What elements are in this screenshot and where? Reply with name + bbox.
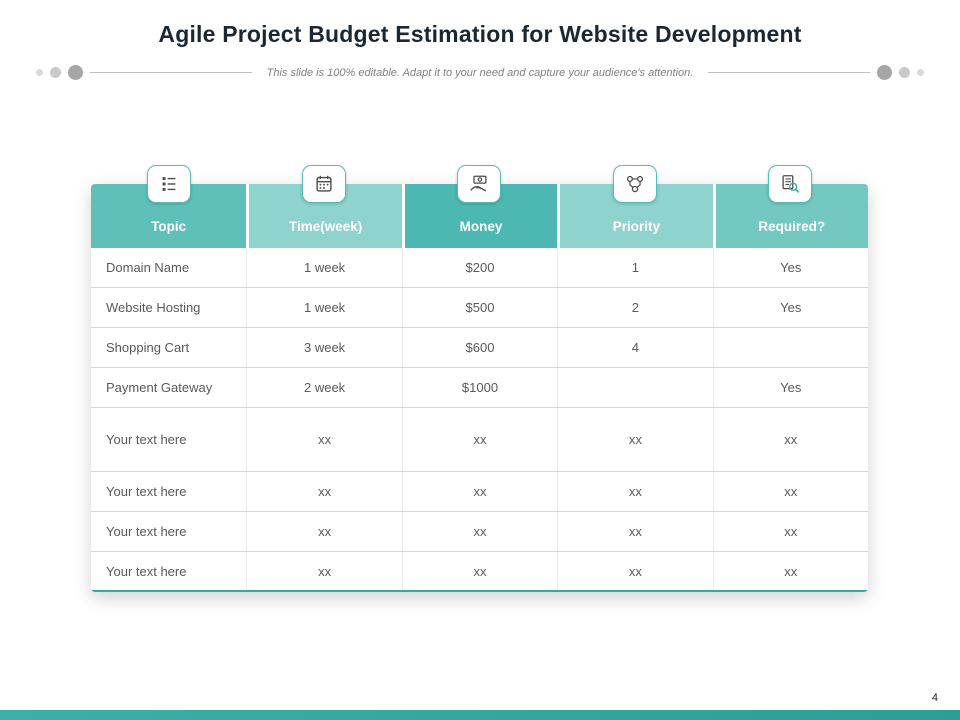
table-row: Domain Name 1 week $200 1 Yes (91, 248, 868, 288)
table-cell: Your text here (106, 563, 187, 579)
search-document-icon (768, 165, 813, 203)
table-cell: Your text here (106, 524, 187, 539)
table-cell: 1 week (246, 288, 401, 327)
list-icon (146, 165, 191, 203)
page-number: 4 (931, 692, 938, 704)
table-cell: xx (401, 512, 557, 551)
divider-line (90, 72, 252, 73)
table-cell: xx (401, 408, 557, 471)
table-cell: Payment Gateway (106, 380, 213, 395)
table-cell: xx (712, 472, 868, 511)
table-cell: $1000 (401, 368, 557, 407)
calendar-icon (302, 165, 347, 203)
deco-dot-medium (899, 67, 910, 78)
table-cell: xx (401, 552, 557, 590)
column-icons-row (91, 165, 868, 203)
table-cell: xx (246, 472, 401, 511)
deco-dot-small (36, 69, 43, 76)
table-cell: xx (246, 552, 401, 590)
table-cell: Website Hosting (106, 300, 201, 315)
table-row: Your text here xx xx xx xx (91, 408, 868, 472)
table-row: Your text here xx xx xx xx (91, 512, 868, 552)
table-row: Shopping Cart 3 week $600 4 (91, 328, 868, 368)
table-cell: 4 (557, 328, 712, 367)
table-cell: 2 week (246, 368, 401, 407)
table-cell: Yes (712, 248, 868, 287)
deco-dot-large (68, 65, 83, 80)
table-card: Topic Time(week) Money Priority Required… (91, 184, 868, 592)
table-row: Payment Gateway 2 week $1000 Yes (91, 368, 868, 408)
slide-subtitle: This slide is 100% editable. Adapt it to… (266, 66, 694, 79)
divider-line (708, 72, 870, 73)
budget-table: Topic Time(week) Money Priority Required… (91, 165, 868, 592)
table-cell: xx (712, 552, 868, 590)
table-cell: xx (557, 408, 712, 471)
table-cell: xx (712, 408, 868, 471)
table-cell: xx (246, 408, 401, 471)
workflow-icon (612, 165, 657, 203)
table-cell: Your text here (106, 432, 187, 447)
table-cell: xx (401, 472, 557, 511)
table-row: Your text here xx xx xx xx (91, 552, 868, 592)
table-cell: xx (246, 512, 401, 551)
table-body: Domain Name 1 week $200 1 Yes Website Ho… (91, 248, 868, 592)
deco-dot-medium (50, 67, 61, 78)
table-cell: $600 (401, 328, 557, 367)
table-cell: 1 week (246, 248, 401, 287)
table-cell: $500 (401, 288, 557, 327)
deco-dot-large (877, 65, 892, 80)
table-cell: Yes (712, 288, 868, 327)
table-cell: 2 (557, 288, 712, 327)
table-cell: Your text here (106, 484, 187, 499)
page-title: Agile Project Budget Estimation for Webs… (158, 21, 802, 47)
table-row: Your text here xx xx xx xx (91, 472, 868, 512)
table-cell: Shopping Cart (106, 340, 190, 355)
money-hand-icon (457, 165, 502, 203)
table-cell: xx (557, 472, 712, 511)
deco-dot-small (917, 69, 924, 76)
table-cell: xx (557, 552, 712, 590)
table-cell: xx (557, 512, 712, 551)
table-cell: xx (712, 512, 868, 551)
subtitle-row: This slide is 100% editable. Adapt it to… (36, 65, 924, 80)
table-cell: 1 (557, 248, 712, 287)
table-cell: Domain Name (106, 260, 190, 275)
table-cell (557, 368, 712, 407)
table-row: Website Hosting 1 week $500 2 Yes (91, 288, 868, 328)
table-cell (712, 328, 868, 367)
bottom-accent-bar (0, 710, 960, 720)
table-cell: Yes (712, 368, 868, 407)
table-cell: $200 (401, 248, 557, 287)
table-cell: 3 week (246, 328, 401, 367)
